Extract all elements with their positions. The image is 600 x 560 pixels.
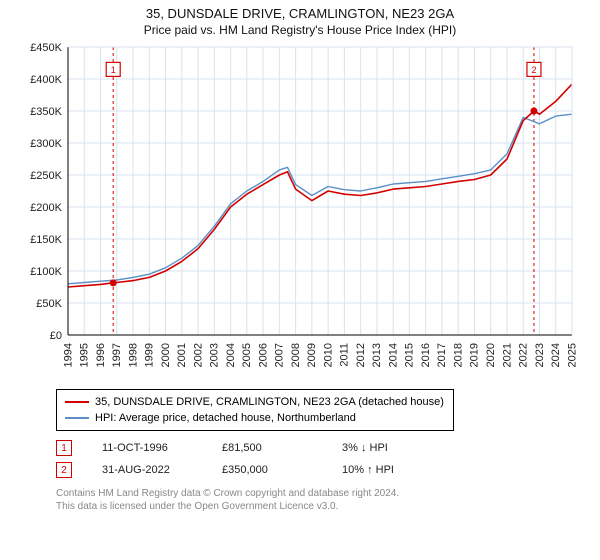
- svg-text:2001: 2001: [176, 343, 188, 367]
- sale-date: 11-OCT-1996: [102, 442, 222, 454]
- svg-text:2012: 2012: [355, 343, 367, 367]
- sale-date: 31-AUG-2022: [102, 464, 222, 476]
- sale-price: £350,000: [222, 464, 342, 476]
- sale-price: £81,500: [222, 442, 342, 454]
- svg-text:2011: 2011: [339, 343, 351, 367]
- svg-text:£200K: £200K: [30, 202, 62, 214]
- legend: 35, DUNSDALE DRIVE, CRAMLINGTON, NE23 2G…: [56, 389, 454, 431]
- svg-text:£50K: £50K: [36, 298, 62, 310]
- legend-item: 35, DUNSDALE DRIVE, CRAMLINGTON, NE23 2G…: [65, 394, 445, 410]
- svg-text:2007: 2007: [274, 343, 286, 367]
- legend-swatch: [65, 417, 89, 419]
- svg-text:2016: 2016: [420, 343, 432, 367]
- svg-text:1995: 1995: [79, 343, 91, 367]
- svg-text:£0: £0: [50, 330, 62, 342]
- legend-label: 35, DUNSDALE DRIVE, CRAMLINGTON, NE23 2G…: [95, 396, 444, 408]
- svg-text:2013: 2013: [371, 343, 383, 367]
- svg-text:2020: 2020: [485, 343, 497, 367]
- svg-text:£400K: £400K: [30, 74, 62, 86]
- svg-text:2023: 2023: [534, 343, 546, 367]
- legend-label: HPI: Average price, detached house, Nort…: [95, 412, 356, 424]
- svg-text:£450K: £450K: [30, 42, 62, 54]
- svg-text:2014: 2014: [387, 343, 399, 367]
- svg-text:2024: 2024: [550, 343, 562, 367]
- sales-row: 2 31-AUG-2022£350,00010% ↑ HPI: [56, 459, 600, 481]
- chart-title: 35, DUNSDALE DRIVE, CRAMLINGTON, NE23 2G…: [0, 0, 600, 21]
- svg-text:1: 1: [111, 65, 116, 75]
- svg-text:2017: 2017: [436, 343, 448, 367]
- svg-text:2015: 2015: [404, 343, 416, 367]
- svg-text:2003: 2003: [209, 343, 221, 367]
- svg-text:2018: 2018: [452, 343, 464, 367]
- footer: Contains HM Land Registry data © Crown c…: [56, 487, 600, 513]
- svg-text:2005: 2005: [241, 343, 253, 367]
- legend-item: HPI: Average price, detached house, Nort…: [65, 410, 445, 426]
- svg-text:£150K: £150K: [30, 234, 62, 246]
- svg-text:2000: 2000: [160, 343, 172, 367]
- svg-text:2008: 2008: [290, 343, 302, 367]
- sale-marker-badge: 1: [56, 440, 72, 456]
- svg-text:2025: 2025: [566, 343, 578, 367]
- svg-text:£350K: £350K: [30, 106, 62, 118]
- svg-text:£250K: £250K: [30, 170, 62, 182]
- svg-text:2010: 2010: [322, 343, 334, 367]
- svg-text:£300K: £300K: [30, 138, 62, 150]
- svg-text:2019: 2019: [469, 343, 481, 367]
- svg-text:1997: 1997: [111, 343, 123, 367]
- svg-text:1994: 1994: [62, 343, 74, 367]
- svg-text:2022: 2022: [518, 343, 530, 367]
- sale-marker-badge: 2: [56, 462, 72, 478]
- page-container: 35, DUNSDALE DRIVE, CRAMLINGTON, NE23 2G…: [0, 0, 600, 560]
- sales-row: 1 11-OCT-1996£81,5003% ↓ HPI: [56, 437, 600, 459]
- svg-text:2006: 2006: [257, 343, 269, 367]
- footer-line-2: This data is licensed under the Open Gov…: [56, 500, 600, 513]
- sales-table: 1 11-OCT-1996£81,5003% ↓ HPI 2 31-AUG-2022£…: [56, 437, 600, 481]
- chart-svg: £0 £50K £100K £150K £200K £250K £300K £350K £400…: [20, 41, 580, 381]
- legend-swatch: [65, 401, 89, 403]
- svg-text:2: 2: [531, 65, 536, 75]
- sale-delta: 10% ↑ HPI: [342, 464, 462, 476]
- svg-text:2021: 2021: [501, 343, 513, 367]
- svg-text:1999: 1999: [144, 343, 156, 367]
- svg-text:£100K: £100K: [30, 266, 62, 278]
- sale-delta: 3% ↓ HPI: [342, 442, 462, 454]
- footer-line-1: Contains HM Land Registry data © Crown c…: [56, 487, 600, 500]
- svg-text:1998: 1998: [127, 343, 139, 367]
- chart: £0 £50K £100K £150K £200K £250K £300K £350K £400…: [20, 41, 580, 381]
- svg-text:1996: 1996: [95, 343, 107, 367]
- svg-text:2002: 2002: [192, 343, 204, 367]
- svg-text:2009: 2009: [306, 343, 318, 367]
- svg-text:2004: 2004: [225, 343, 237, 367]
- chart-subtitle: Price paid vs. HM Land Registry's House …: [0, 21, 600, 41]
